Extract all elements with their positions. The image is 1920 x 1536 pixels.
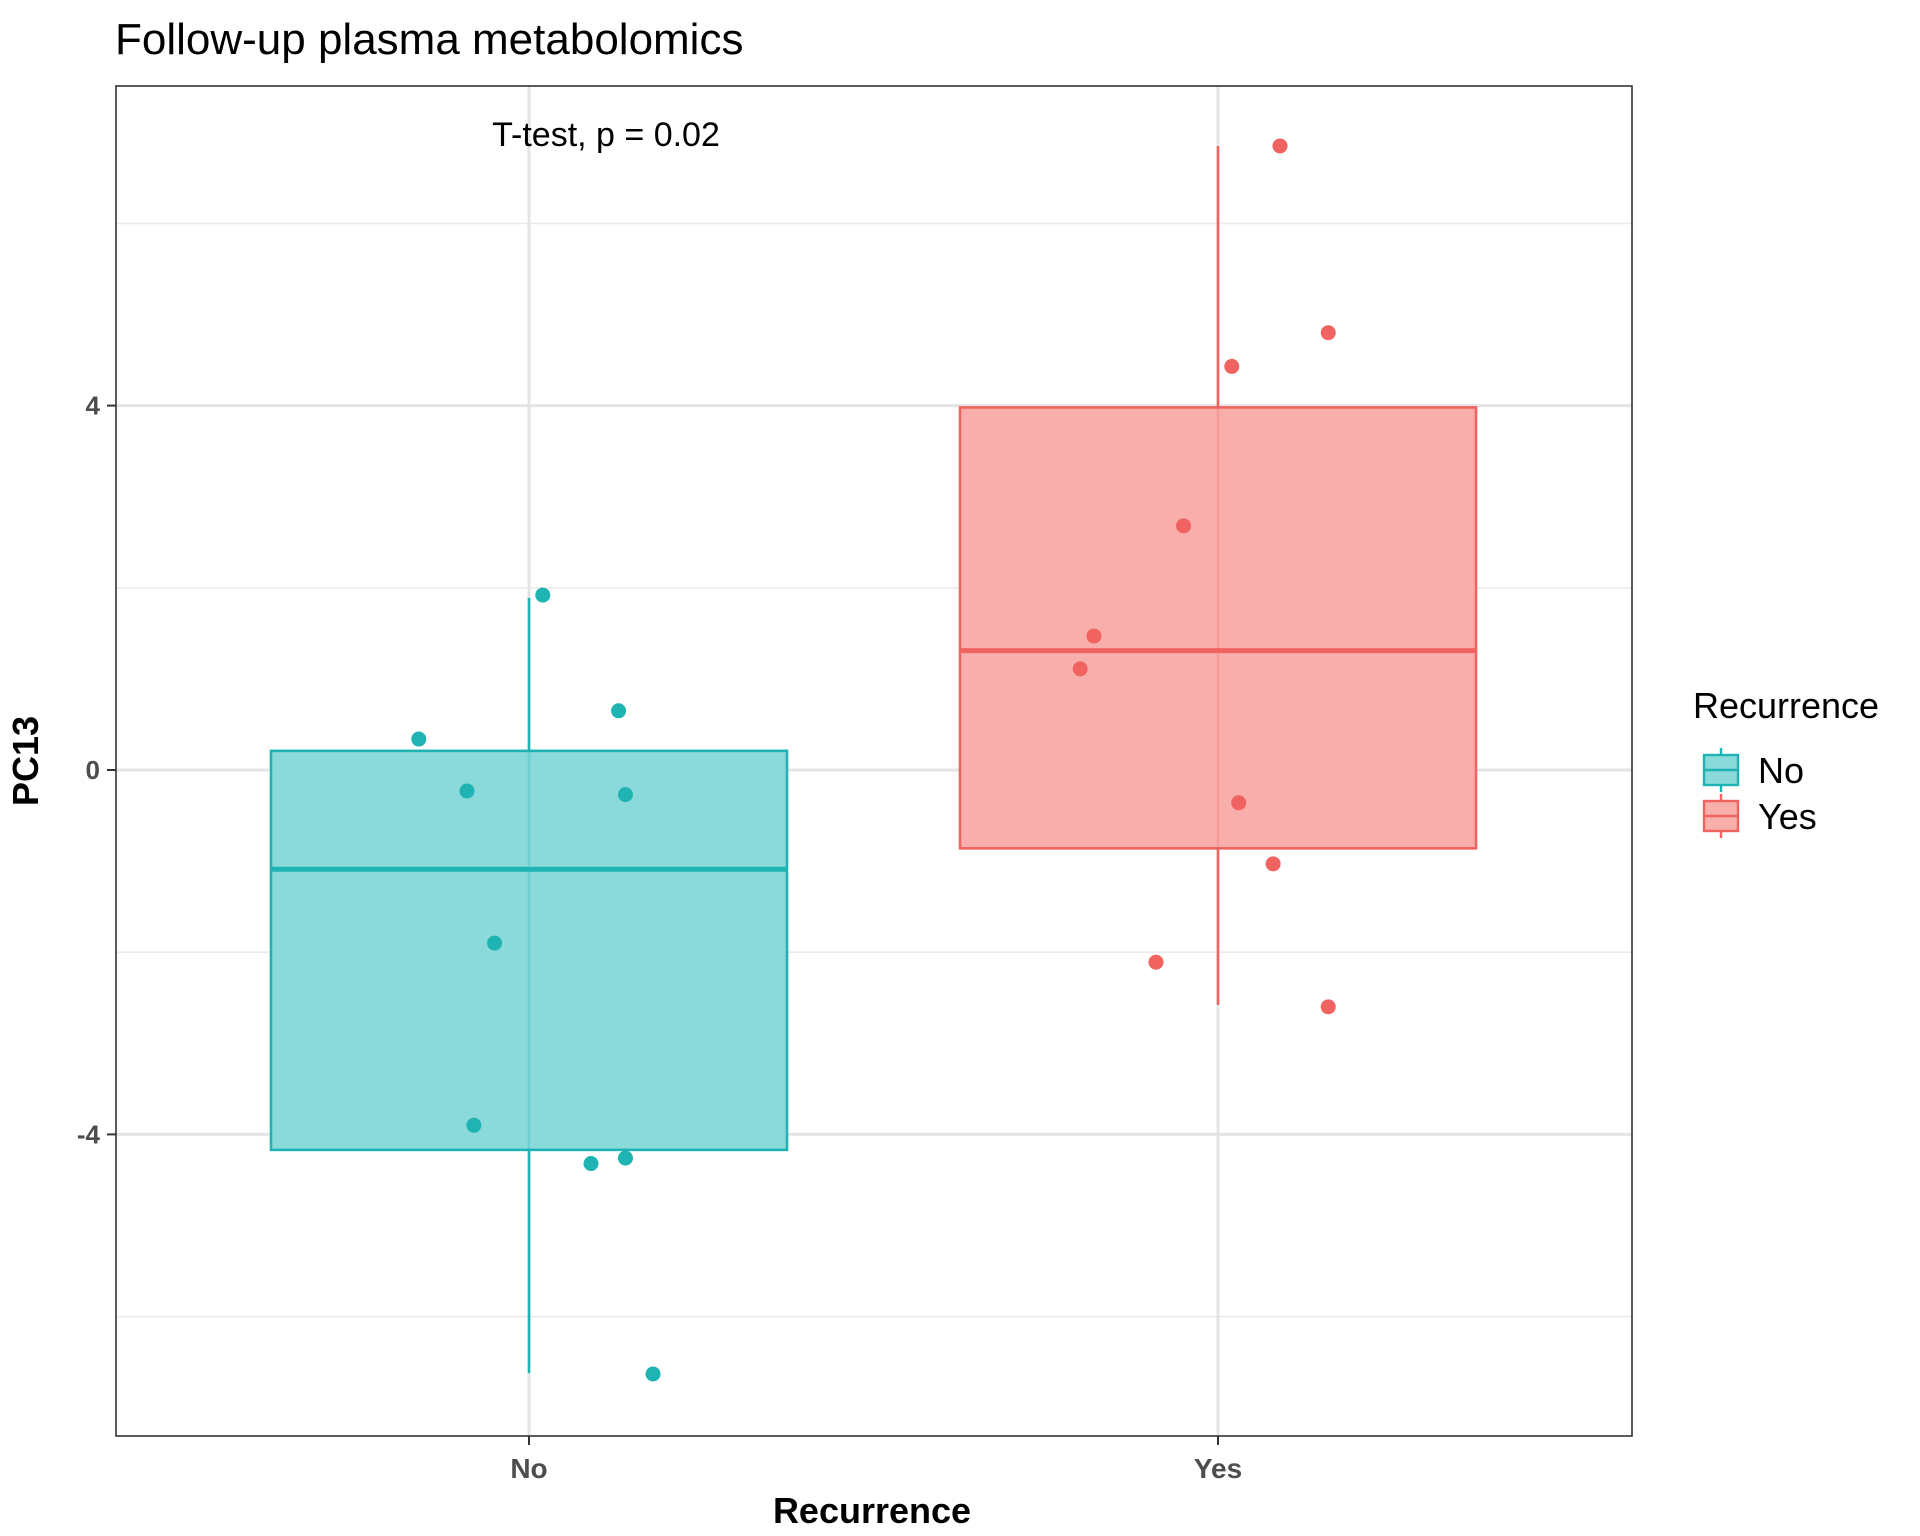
data-point: [645, 1366, 661, 1382]
box-yes: [958, 406, 1478, 850]
boxes: [269, 145, 1478, 1374]
y-axis-title: PC13: [5, 716, 46, 806]
legend-label: Yes: [1758, 796, 1817, 837]
chart-title: Follow-up plasma metabolomics: [115, 15, 743, 64]
legend: Recurrence No Yes: [1693, 685, 1879, 838]
legend-label: No: [1758, 750, 1804, 791]
box-no: [269, 749, 789, 1152]
x-tick-label: No: [510, 1453, 547, 1484]
data-point: [1320, 999, 1336, 1015]
y-tick-label: 4: [86, 391, 101, 421]
data-point: [1072, 661, 1088, 677]
data-point: [1265, 856, 1281, 872]
data-point: [411, 731, 427, 747]
data-point: [617, 1150, 633, 1166]
data-point: [611, 703, 627, 719]
ttest-annotation: T-test, p = 0.02: [492, 116, 720, 154]
data-point: [1231, 795, 1247, 811]
y-tick-label: 0: [86, 755, 100, 785]
data-point: [466, 1117, 482, 1133]
data-point: [1148, 954, 1164, 970]
data-point: [617, 787, 633, 803]
data-point: [1224, 358, 1240, 374]
data-point: [459, 783, 475, 799]
y-tick-label: -4: [77, 1119, 101, 1149]
data-points: [411, 138, 1336, 1382]
data-point: [487, 935, 503, 951]
data-point: [1086, 628, 1102, 644]
legend-title: Recurrence: [1693, 685, 1879, 726]
panel-border: [115, 85, 1633, 1437]
x-axis-title: Recurrence: [773, 1490, 971, 1531]
data-point: [535, 587, 551, 603]
data-point: [1272, 138, 1288, 154]
axes: -4 0 4 No Yes: [77, 391, 1242, 1484]
data-point: [583, 1156, 599, 1172]
x-tick-label: Yes: [1194, 1453, 1242, 1484]
data-point: [1176, 518, 1192, 534]
data-point: [1320, 325, 1336, 341]
